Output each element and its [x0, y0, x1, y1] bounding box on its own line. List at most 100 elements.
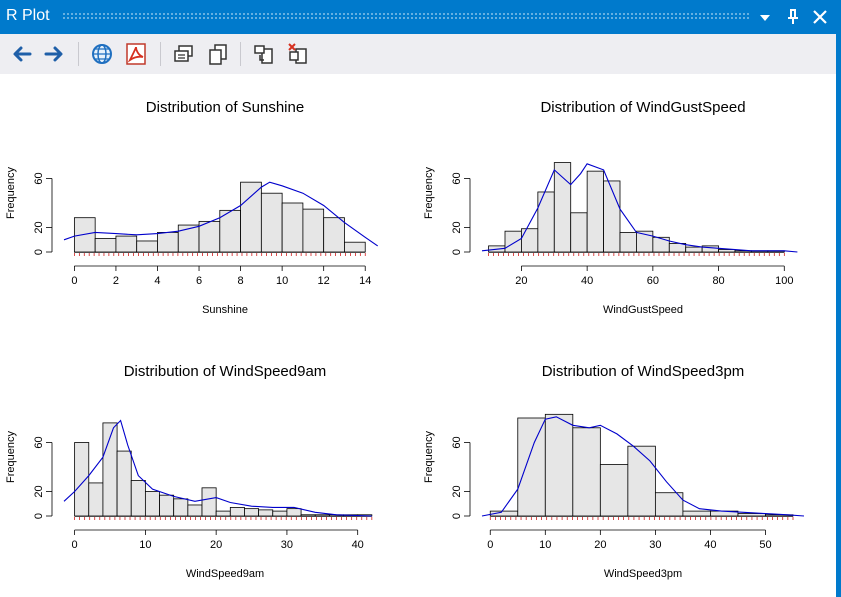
y-tick-label: 60	[33, 436, 45, 448]
x-tick-label: 2	[113, 275, 119, 287]
histogram-bar	[553, 162, 572, 253]
histogram-bar	[323, 217, 345, 253]
histogram-bar	[159, 494, 175, 517]
chart-title: Distribution of WindSpeed9am	[124, 363, 327, 380]
histogram-bar	[572, 427, 601, 517]
x-axis-label: Sunshine	[202, 304, 248, 316]
y-axis-label: Frequency	[423, 167, 435, 219]
histogram-bar	[229, 507, 245, 517]
x-tick-label: 4	[154, 275, 160, 287]
x-tick-label: 8	[238, 275, 244, 287]
x-tick-label: 30	[281, 539, 293, 551]
x-tick-label: 20	[515, 275, 527, 287]
y-tick-label: 60	[33, 172, 45, 184]
histogram-bar	[130, 480, 146, 517]
plot-windspeed9am: Distribution of WindSpeed9am 0 20 60 Frequen…	[0, 354, 420, 594]
histogram-bar	[187, 504, 203, 517]
x-tick-label: 60	[647, 275, 659, 287]
density-curve	[63, 419, 372, 517]
histogram-bar	[173, 498, 189, 517]
x-tick-label: 10	[276, 275, 288, 287]
histogram-bar	[685, 246, 703, 253]
window-title: R Plot	[6, 7, 50, 24]
histogram-bar	[737, 513, 766, 517]
copy-as-bitmap-icon[interactable]	[172, 42, 196, 66]
x-tick-label: 100	[775, 275, 793, 287]
x-tick-label: 14	[359, 275, 371, 287]
vertical-scrollbar[interactable]	[836, 34, 841, 597]
back-arrow-icon[interactable]	[10, 42, 34, 66]
globe-icon[interactable]	[90, 42, 114, 66]
histogram-bar	[570, 212, 588, 253]
toolbar-separator	[240, 42, 241, 66]
y-tick-label: 0	[451, 249, 463, 255]
clear-plot-icon[interactable]	[286, 42, 310, 66]
x-tick-label: 40	[581, 275, 593, 287]
histogram-bar	[718, 249, 736, 253]
x-tick-label: 0	[71, 275, 77, 287]
y-tick-label: 60	[451, 436, 463, 448]
histogram-bar	[201, 487, 217, 517]
histogram-bar	[244, 508, 260, 517]
x-axis-label: WindSpeed3pm	[604, 568, 682, 580]
histogram-bar	[73, 217, 96, 253]
x-tick-label: 0	[72, 539, 78, 551]
histogram-bar	[136, 240, 158, 253]
y-tick-label: 20	[451, 485, 463, 497]
density-curve	[481, 416, 805, 517]
histogram-bar	[599, 464, 629, 517]
x-tick-label: 20	[594, 539, 606, 551]
title-bar-grip[interactable]	[62, 12, 749, 20]
pin-icon[interactable]	[783, 7, 803, 27]
histogram-bar	[654, 492, 684, 517]
histogram-bar	[115, 235, 138, 253]
histogram-bar	[240, 181, 262, 253]
copy-as-metafile-icon[interactable]	[206, 42, 230, 66]
plot-toolbar	[0, 34, 838, 74]
histogram-bar	[521, 228, 539, 253]
histogram-bar	[619, 231, 637, 253]
y-tick-label: 20	[33, 221, 45, 233]
x-tick-label: 6	[196, 275, 202, 287]
forward-arrow-icon[interactable]	[42, 42, 66, 66]
pdf-icon[interactable]	[124, 42, 148, 66]
histogram-bar	[215, 510, 231, 517]
density-curve	[63, 181, 379, 247]
x-axis-label: WindGustSpeed	[603, 304, 683, 316]
x-axis-label: WindSpeed9am	[186, 568, 264, 580]
histogram-bar	[504, 230, 522, 253]
histogram-bar	[258, 509, 274, 517]
export-icon[interactable]	[252, 42, 276, 66]
x-tick-label: 80	[712, 275, 724, 287]
y-axis-label: Frequency	[5, 167, 17, 219]
histogram-bar	[260, 192, 283, 253]
y-tick-label: 0	[33, 249, 45, 255]
x-tick-label: 12	[318, 275, 330, 287]
y-tick-label: 60	[451, 172, 463, 184]
histogram-bar	[682, 510, 711, 517]
histogram-bar	[627, 445, 656, 517]
chart-title: Distribution of Sunshine	[146, 99, 304, 116]
x-tick-label: 10	[539, 539, 551, 551]
x-tick-label: 40	[352, 539, 364, 551]
y-tick-label: 0	[451, 513, 463, 519]
histogram-bar	[144, 491, 160, 517]
y-tick-label: 0	[33, 513, 45, 519]
histogram-bar	[302, 208, 325, 253]
histogram-bar	[157, 231, 179, 253]
density-curve	[481, 163, 798, 253]
plot-windgustspeed: Distribution of WindGustSpeed 0 20 60 Freque…	[418, 90, 838, 330]
x-tick-label: 30	[649, 539, 661, 551]
histogram-bar	[586, 170, 604, 253]
histogram-bar	[281, 202, 304, 253]
y-tick-label: 20	[33, 485, 45, 497]
close-icon[interactable]	[810, 7, 830, 27]
histogram-bar	[344, 241, 366, 253]
y-axis-label: Frequency	[5, 431, 17, 483]
title-bar: R Plot	[0, 0, 841, 34]
window-menu-icon[interactable]	[755, 7, 775, 27]
histogram-bar	[286, 508, 302, 517]
histogram-bar	[668, 243, 687, 253]
chart-title: Distribution of WindGustSpeed	[540, 99, 745, 116]
toolbar-separator	[78, 42, 79, 66]
